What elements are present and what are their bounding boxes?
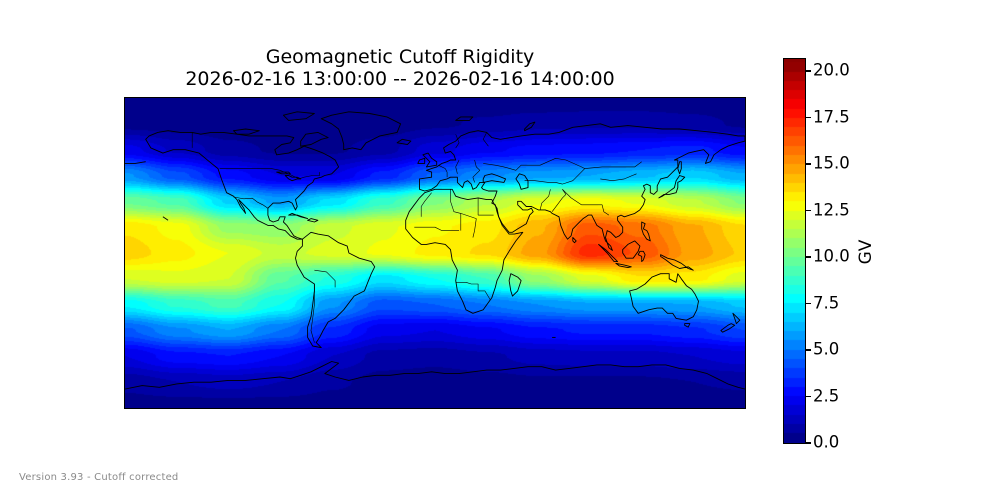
southern-africa-border	[455, 282, 491, 300]
novaya-zemlya-coastline	[524, 121, 536, 132]
sakhalin-coastline	[677, 161, 682, 175]
colorbar-gradient-canvas	[784, 59, 805, 443]
colorbar-tick-label: 2.5	[813, 386, 840, 406]
coastlines-overlay	[125, 111, 745, 390]
us-mexico-border	[233, 196, 269, 209]
rigidity-field-canvas	[125, 98, 745, 408]
brazil-west-border	[314, 269, 336, 288]
black-sea-coastline	[482, 173, 507, 183]
north-america-coastline	[145, 130, 340, 240]
greenland-coastline	[320, 111, 402, 151]
colorbar-tick-label: 5.0	[813, 339, 840, 359]
sulawesi-coastline	[637, 250, 646, 263]
colorbar-tick-mark	[806, 256, 811, 258]
sumatra-coastline	[598, 243, 619, 263]
colorbar-tick-label: 20.0	[813, 60, 850, 80]
colorbar-tick-mark	[806, 163, 811, 165]
hawaii-coastline	[162, 216, 169, 221]
colorbar-tick-label: 7.5	[813, 293, 840, 313]
africa-coastline	[405, 188, 524, 314]
victoria-island-coastline	[233, 128, 260, 135]
colorbar-tick-mark	[806, 209, 811, 212]
plot-title-block: Geomagnetic Cutoff Rigidity 2026-02-16 1…	[100, 46, 700, 90]
colorbar-tick-label: 0.0	[813, 432, 840, 452]
east-europe-border	[472, 159, 481, 183]
iceland-coastline	[396, 138, 412, 145]
caspian-sea-coastline	[515, 173, 529, 190]
ellesmere-island-coastline	[282, 111, 315, 121]
colorbar-tick-label: 10.0	[813, 246, 850, 266]
colorbar-label: GV	[856, 239, 876, 265]
map-plot	[124, 97, 746, 409]
chile-argentina-border	[310, 284, 315, 343]
algeria-libya-border	[450, 189, 477, 219]
plot-subtitle: 2026-02-16 13:00:00 -- 2026-02-16 14:00:…	[185, 68, 615, 90]
great-britain-coastline	[422, 152, 438, 168]
sahel-border	[414, 226, 460, 231]
colorbar-tick-mark	[806, 302, 811, 305]
colorbar-tick-mark	[806, 70, 811, 72]
france-east-border	[438, 164, 448, 178]
aleutians-coastline	[125, 161, 146, 164]
colorbar-tick-label: 15.0	[813, 153, 850, 173]
chad-sudan-border	[472, 218, 477, 238]
colorbar-tick-mark	[806, 395, 811, 398]
europe-central-border	[455, 159, 460, 174]
eurasia-coastline	[419, 123, 745, 251]
madagascar-coastline	[508, 273, 522, 297]
svalbard-coastline	[455, 116, 474, 121]
finland-russia-border	[482, 132, 489, 147]
version-note: Version 3.93 - Cutoff corrected	[19, 472, 179, 483]
india-pakistan-border	[551, 189, 567, 212]
russia-south-border	[483, 157, 642, 171]
colorbar-tick-mark	[806, 349, 811, 351]
borneo-coastline	[622, 240, 641, 259]
great-lakes-lower-coastline	[284, 175, 302, 182]
cuba-coastline	[288, 212, 309, 220]
australia-coastline	[629, 273, 699, 321]
tasmania-coastline	[684, 323, 691, 328]
baffin-island-coastline	[300, 131, 329, 147]
us-canada-border	[219, 168, 320, 180]
new-zealand-south-coastline	[720, 323, 736, 333]
south-america-coastline	[295, 231, 376, 349]
colorbar-tick-mark	[806, 442, 811, 444]
colorbar-tick-label: 12.5	[813, 200, 850, 220]
java-coastline	[615, 262, 632, 269]
india-china-border	[562, 189, 610, 216]
norway-sweden-border	[455, 134, 460, 149]
japan-coastline	[658, 175, 686, 199]
colorbar	[783, 58, 806, 444]
sri-lanka-coastline	[572, 237, 577, 244]
new-zealand-north-coastline	[732, 312, 741, 325]
iran-east-border	[539, 189, 551, 210]
new-guinea-coastline	[660, 254, 694, 271]
hispaniola-coastline	[307, 218, 319, 223]
central-asia-border	[524, 168, 586, 185]
antarctica-coastline	[125, 361, 745, 390]
algeria-west-border	[420, 192, 432, 217]
ireland-coastline	[417, 157, 426, 164]
plot-title: Geomagnetic Cutoff Rigidity	[265, 46, 535, 68]
mongolia-china-border	[600, 173, 637, 181]
philippines-coastline	[641, 221, 651, 242]
colorbar-tick-mark	[806, 116, 811, 119]
colorbar-tick-label: 17.5	[813, 107, 850, 127]
